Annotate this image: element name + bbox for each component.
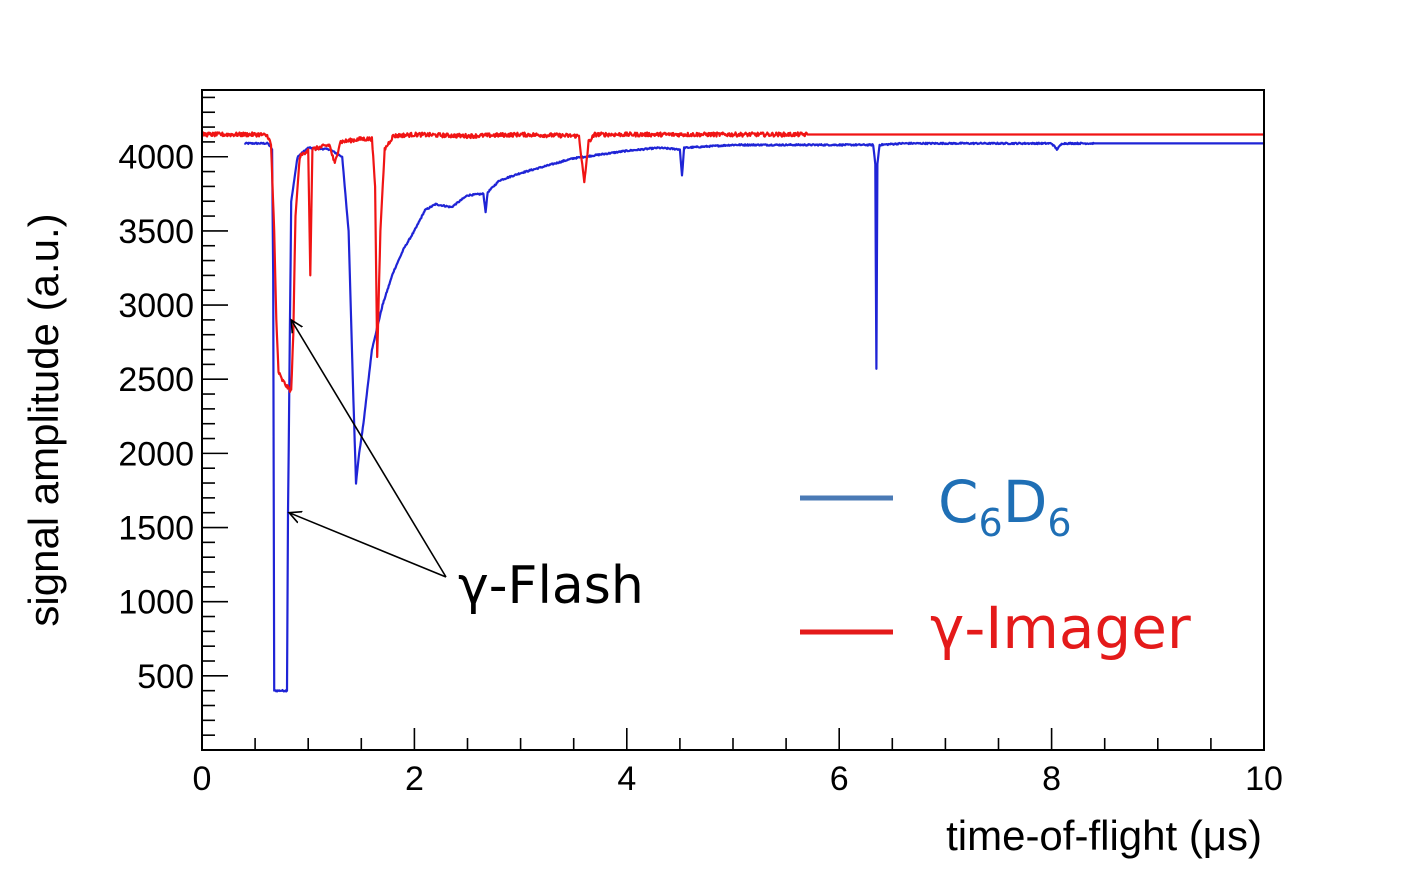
x-axis-title: time-of-flight (μs) [946, 812, 1262, 859]
x-tick-label: 6 [830, 760, 849, 798]
y-tick-label: 3000 [118, 287, 194, 325]
y-tick-label: 1500 [118, 510, 194, 548]
y-tick-label: 2500 [118, 361, 194, 399]
x-tick-label: 8 [1042, 760, 1061, 798]
y-tick-label: 2000 [118, 435, 194, 473]
x-tick-label: 4 [617, 760, 636, 798]
series-line-1 [200, 131, 1265, 393]
legend-label-c6d6: C6D6 [938, 468, 1072, 545]
x-tick-label: 2 [405, 760, 424, 798]
y-tick-label: 1000 [118, 584, 194, 622]
x-tick-label: 10 [1245, 760, 1283, 798]
series-layer [200, 131, 1265, 693]
x-tick-label: 0 [193, 760, 212, 798]
series-line-0 [243, 141, 1265, 693]
y-axis-title: signal amplitude (a.u.) [20, 213, 67, 626]
y-tick-label: 4000 [118, 139, 194, 177]
y-tick-label: 3500 [118, 213, 194, 251]
legend-label-gamma-imager: γ-Imager [930, 594, 1191, 662]
legend: C6D6 γ-Imager [800, 468, 1191, 662]
gamma-flash-annotation: γ-Flash [289, 320, 644, 616]
tick-labels-layer: 0 2 4 6 8 10 500 1000 1500 2000 2500 3000 3500 4000 [118, 139, 1283, 798]
annotation-label: γ-Flash [458, 556, 644, 616]
annotation-arrow-2 [291, 320, 447, 578]
annotation-arrow-1 [289, 513, 447, 578]
ticks-layer [201, 96, 1265, 750]
y-tick-label: 500 [137, 658, 194, 696]
